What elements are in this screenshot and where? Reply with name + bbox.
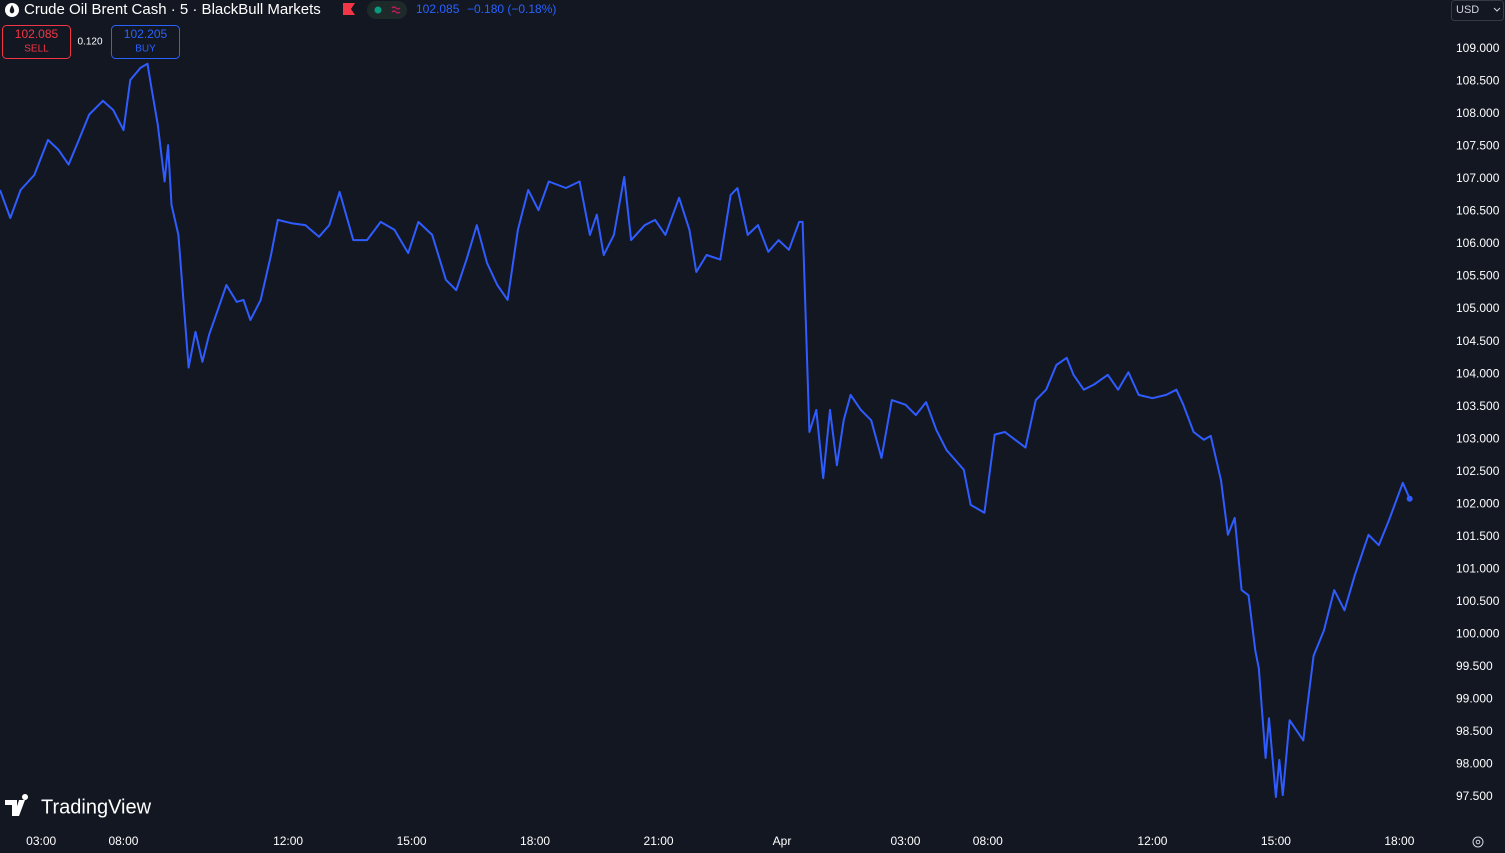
sell-price: 102.085: [15, 27, 59, 41]
spread: 0.120: [77, 37, 102, 48]
buy-label: BUY: [135, 44, 156, 55]
x-tick-label: 12:00: [1137, 834, 1167, 848]
x-tick-label: 18:00: [1384, 834, 1414, 848]
y-tick-label: 105.500: [1456, 269, 1500, 283]
y-tick-label: 108.500: [1456, 74, 1500, 88]
y-tick-label: 106.000: [1456, 236, 1500, 250]
y-tick-label: 107.000: [1456, 171, 1500, 185]
plot: [0, 62, 1413, 798]
sell-button[interactable]: [2, 25, 71, 59]
status-pill: [367, 1, 407, 19]
flag-icon: [343, 3, 355, 15]
y-tick-label: 108.000: [1456, 106, 1500, 120]
y-tick-label: 105.000: [1456, 301, 1500, 315]
y-tick-label: 103.500: [1456, 399, 1500, 413]
settings-icon-core: [1475, 839, 1481, 845]
y-tick-label: 103.000: [1456, 431, 1500, 445]
y-tick-label: 102.500: [1456, 464, 1500, 478]
x-tick-label: 18:00: [520, 834, 550, 848]
y-tick-label: 100.500: [1456, 594, 1500, 608]
x-tick-label: Apr: [773, 834, 792, 848]
sell-label: SELL: [24, 44, 49, 55]
y-tick-label: 104.000: [1456, 366, 1500, 380]
y-tick-label: 109.000: [1456, 41, 1500, 55]
buy-button[interactable]: [111, 25, 180, 59]
currency: USD: [1456, 4, 1479, 16]
dropdown-chevron: [1493, 7, 1501, 12]
y-tick-label: 104.500: [1456, 334, 1500, 348]
y-tick-label: 98.500: [1456, 724, 1493, 738]
x-tick-label: 12:00: [273, 834, 303, 848]
settings-icon[interactable]: [1472, 836, 1484, 848]
price-line: [0, 62, 1411, 798]
market-open-dot: [374, 6, 382, 14]
y-tick-label: 101.000: [1456, 561, 1500, 575]
buy-price: 102.205: [124, 27, 168, 41]
y-tick-label: 99.500: [1456, 659, 1493, 673]
x-tick-label: 08:00: [973, 834, 1003, 848]
y-tick-label: 100.000: [1456, 627, 1500, 641]
last-price: 102.085: [416, 2, 460, 16]
y-tick-label: 106.500: [1456, 204, 1500, 218]
x-tick-label: 03:00: [890, 834, 920, 848]
last-point: [1406, 495, 1413, 502]
y-tick-label: 101.500: [1456, 529, 1500, 543]
brand-name: TradingView: [41, 796, 152, 818]
y-tick-label: 102.000: [1456, 496, 1500, 510]
symbol-drop: [9, 5, 15, 14]
price-change: −0.180 (−0.18%): [467, 2, 556, 16]
delay-icon: [391, 6, 401, 14]
x-tick-label: 03:00: [26, 834, 56, 848]
y-tick-label: 107.500: [1456, 139, 1500, 153]
x-tick-label: 08:00: [108, 834, 138, 848]
y-tick-label: 98.000: [1456, 757, 1493, 771]
brand-logo: [5, 794, 29, 816]
x-tick-label: 15:00: [397, 834, 427, 848]
currency-button[interactable]: [1451, 0, 1504, 21]
chart-title: Crude Oil Brent Cash · 5 · BlackBull Mar…: [24, 1, 321, 18]
x-tick-label: 15:00: [1261, 834, 1291, 848]
y-tick-label: 97.500: [1456, 789, 1493, 803]
x-tick-label: 21:00: [644, 834, 674, 848]
y-tick-label: 99.000: [1456, 692, 1493, 706]
